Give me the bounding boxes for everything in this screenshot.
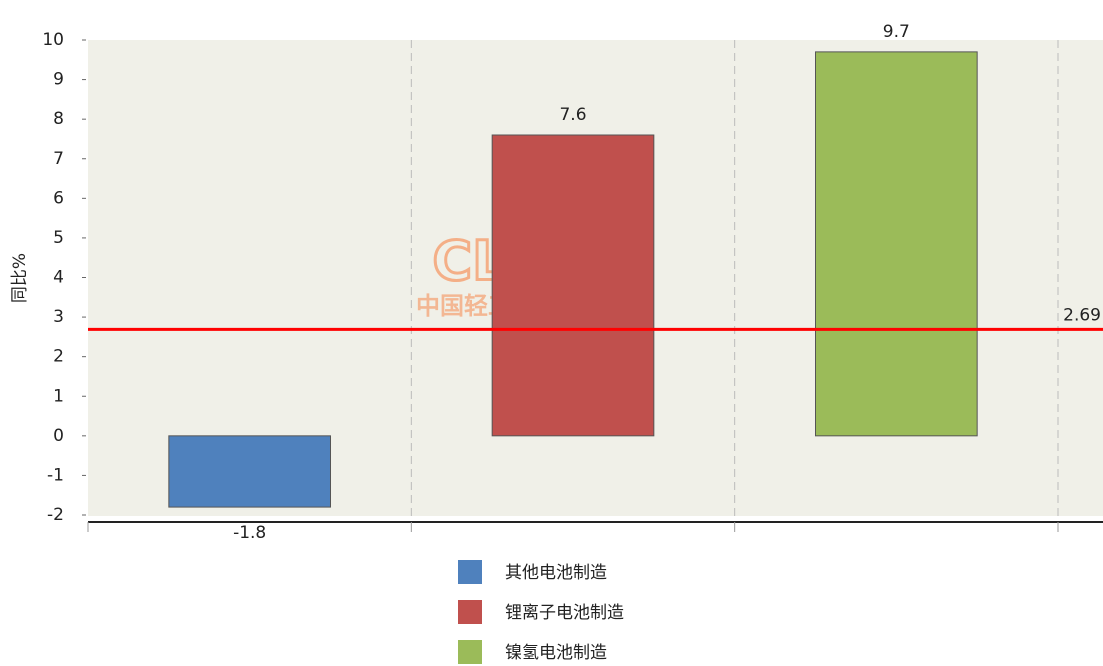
y-tick-label: 8	[53, 109, 64, 129]
legend-swatch	[458, 600, 482, 624]
legend-swatch	[458, 560, 482, 584]
y-tick-label: 5	[53, 228, 64, 248]
bar	[168, 435, 331, 508]
reference-label: 2.69	[1063, 305, 1101, 325]
legend-label: 其他电池制造	[505, 563, 607, 583]
data-label: 9.7	[883, 22, 910, 42]
y-tick-label: 7	[53, 149, 64, 169]
y-tick-label: 9	[53, 70, 64, 90]
data-label: -1.8	[233, 523, 266, 543]
bar	[491, 134, 655, 437]
data-label: 7.6	[559, 105, 586, 125]
y-tick-label: 3	[53, 307, 64, 327]
y-tick-label: -2	[47, 505, 64, 525]
legend-label: 锂离子电池制造	[505, 603, 624, 623]
y-tick-label: 2	[53, 347, 64, 367]
y-tick-label: 1	[53, 386, 64, 406]
legend-label: 镍氢电池制造	[505, 643, 607, 663]
y-tick-label: 10	[42, 30, 64, 50]
bar	[815, 51, 978, 437]
y-tick-label: 6	[53, 188, 64, 208]
legend-swatch	[458, 640, 482, 664]
y-axis-label: 同比%	[10, 253, 30, 303]
y-tick-label: -1	[47, 465, 64, 485]
y-tick-label: 4	[53, 268, 64, 288]
y-tick-label: 0	[53, 426, 64, 446]
